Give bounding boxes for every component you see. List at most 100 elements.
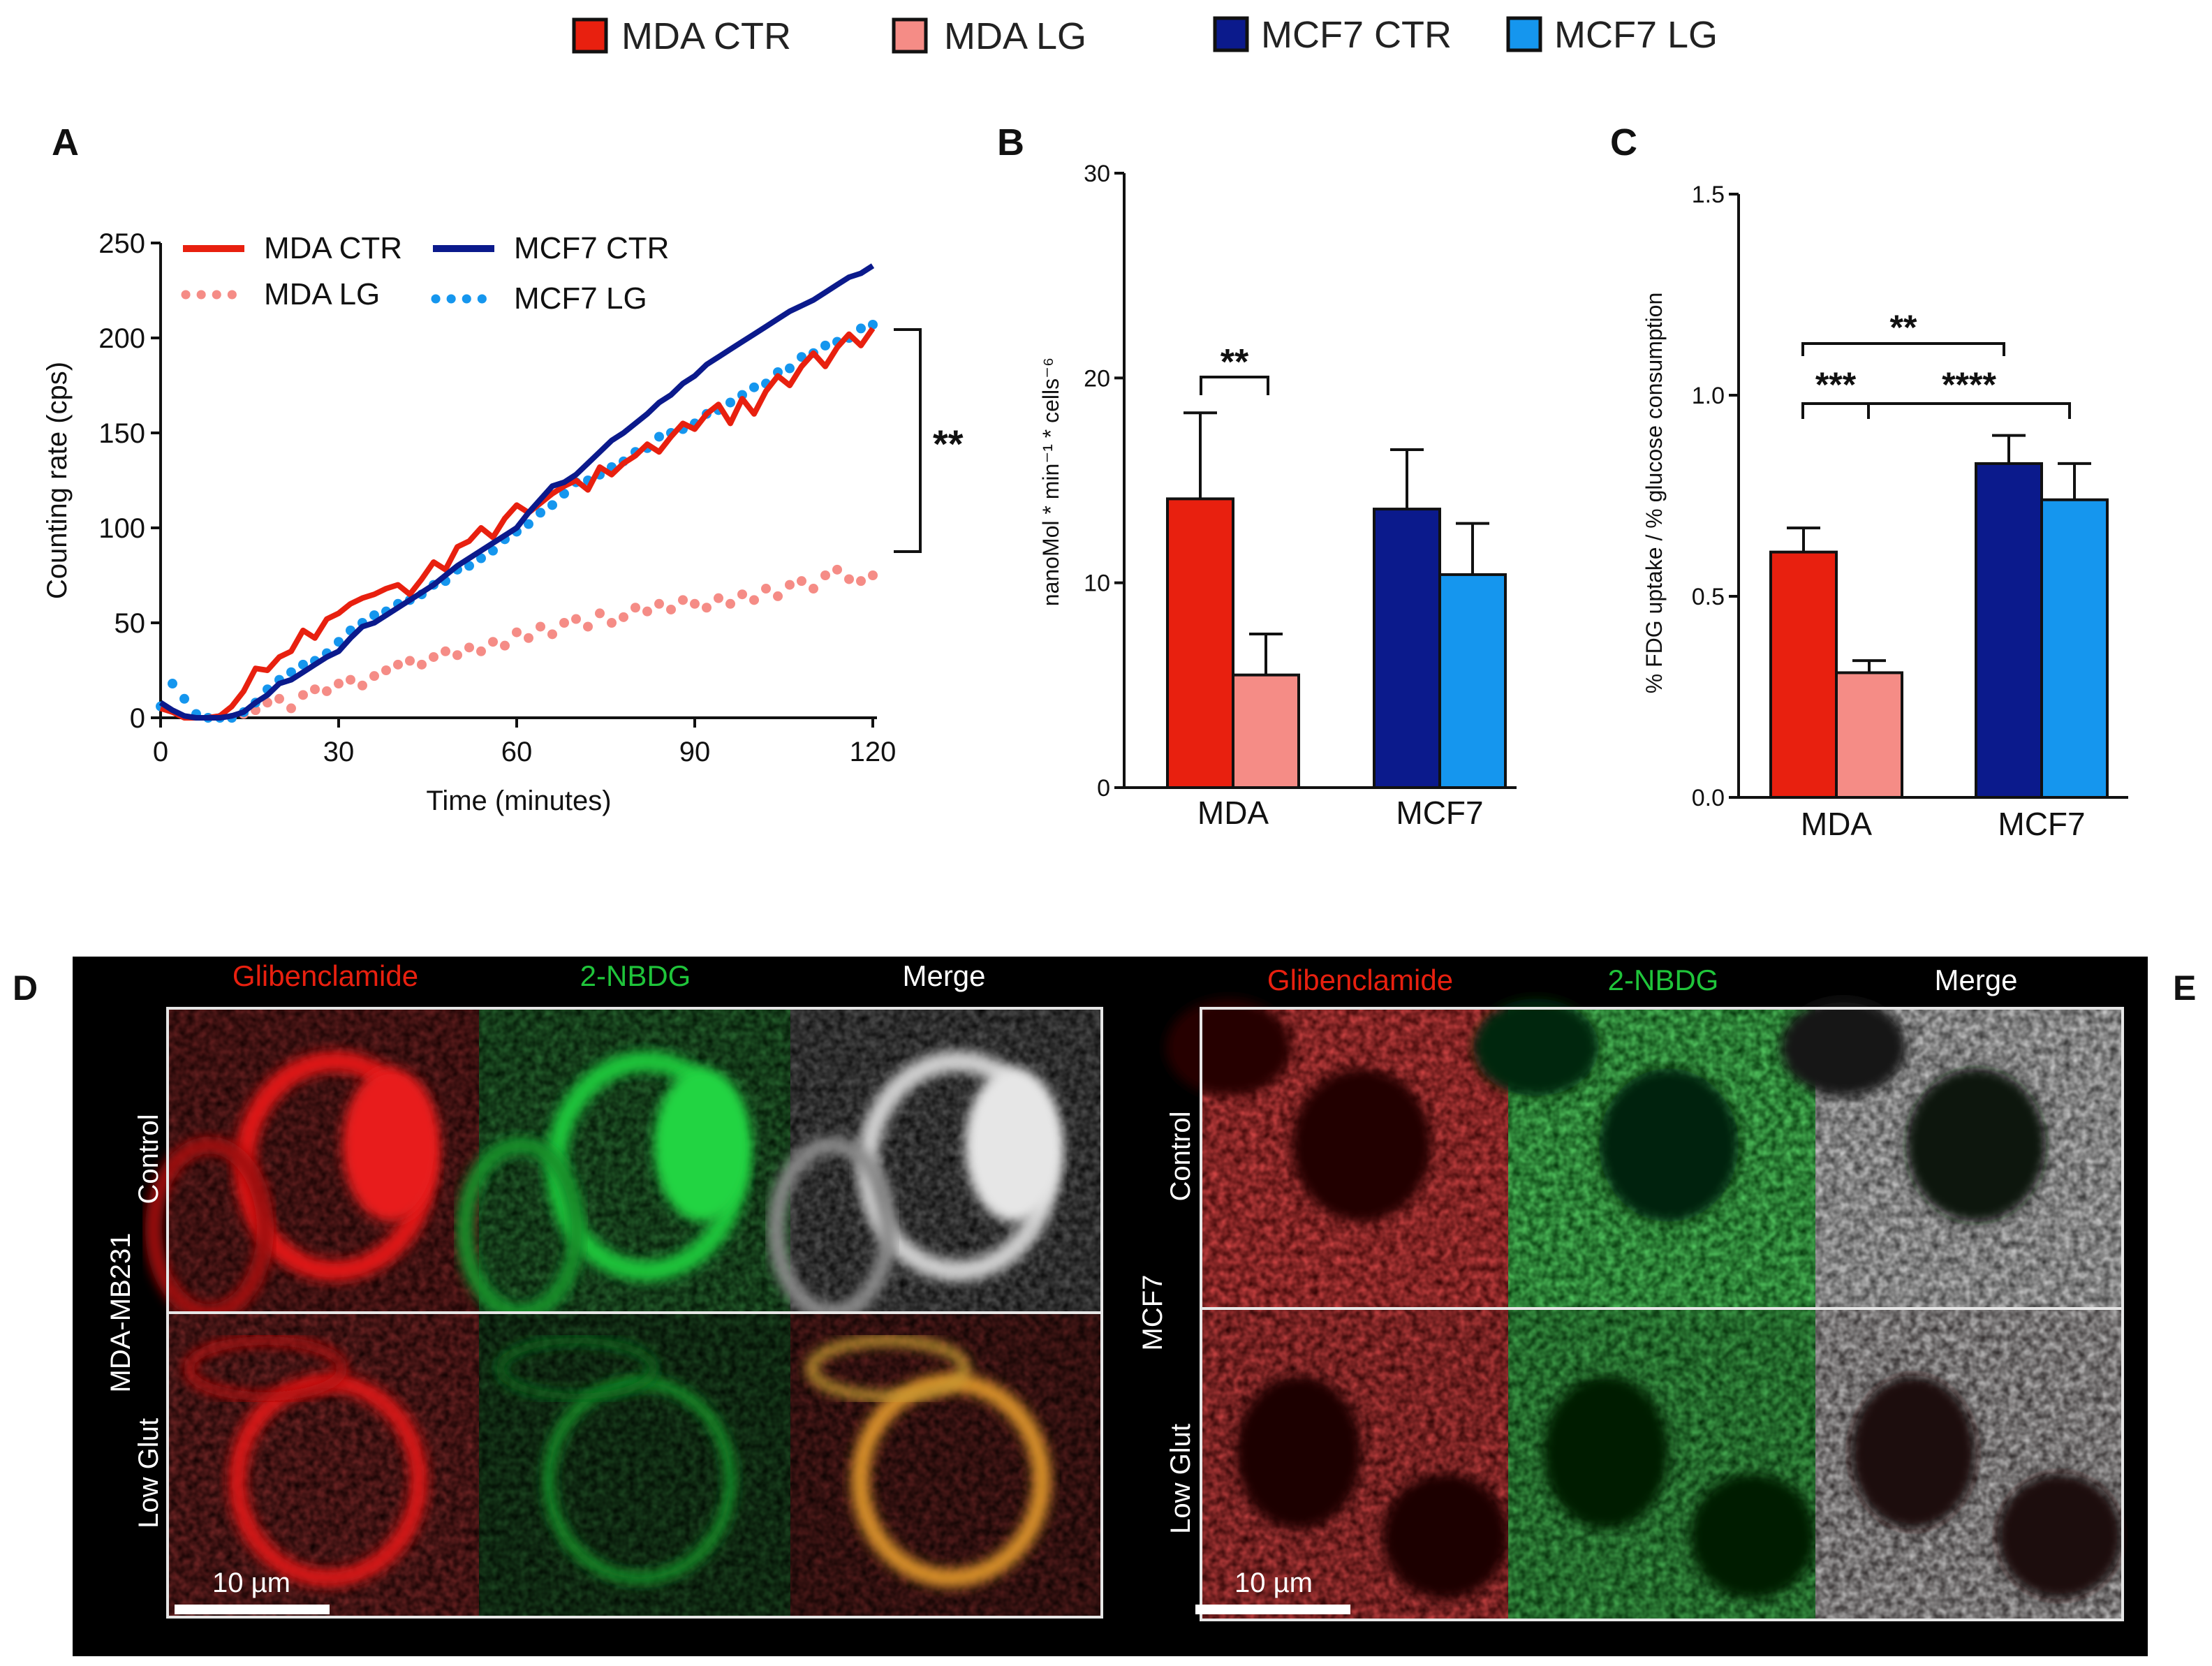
series-point-mda-lg: [678, 595, 688, 605]
scale-bar-label-left: 10 µm: [212, 1568, 290, 1598]
series-point-mda-lg: [690, 598, 700, 609]
panel-c: C 0.0 0.5 1.0 1.5 % FDG uptake / % glucose …: [1610, 121, 2128, 842]
y-tick-label-b: 0: [1097, 775, 1110, 802]
tile-left-control-green: [457, 1008, 790, 1321]
series-point-mda-lg: [714, 593, 723, 603]
series-point-mda-lg: [631, 603, 640, 613]
series-point-mda-lg: [619, 612, 628, 622]
series-point-mcf7-lg: [559, 489, 569, 499]
series-point-mcf7-lg: [797, 352, 806, 362]
legend-a: MDA CTR MCF7 CTR MDA LG MCF7 LG: [181, 231, 669, 316]
series-point-mda-lg: [654, 598, 664, 609]
y-axis-label-a: Counting rate (cps): [42, 362, 73, 599]
column-header-left-glibenclamide: Glibenclamide: [233, 959, 418, 992]
series-point-mda-lg: [512, 627, 522, 637]
series-point-mda-lg: [369, 671, 379, 681]
tile-right-control-green: [1473, 998, 1815, 1309]
series-point-mda-lg: [820, 570, 830, 580]
scale-bar-left: [175, 1605, 330, 1614]
series-point-mcf7-lg: [179, 693, 189, 704]
series-point-mcf7-lg: [488, 545, 498, 556]
bar-c-mcf7-lg: [2040, 498, 2109, 799]
x-tick-label-a: 30: [323, 737, 355, 767]
series-point-mda-lg: [357, 680, 367, 691]
series-point-mda-lg: [868, 570, 878, 580]
series-point-mcf7-lg: [298, 659, 308, 670]
legend-a-label-mda-ctr: MDA CTR: [264, 231, 402, 265]
y-tick-label-a: 250: [98, 228, 145, 259]
series-point-mda-lg: [500, 640, 510, 651]
tile-left-lowglut-green: [479, 1313, 790, 1617]
series-point-mda-lg: [773, 591, 783, 601]
series-point-mda-lg: [809, 584, 818, 594]
series-line-mcf7-ctr: [158, 263, 875, 721]
bar-c-mda-ctr: [1769, 550, 1838, 799]
panel-letter-c: C: [1610, 121, 1637, 163]
series-point-mda-lg: [263, 698, 272, 708]
y-tick-label-a: 0: [130, 703, 145, 734]
series-point-mda-lg: [274, 693, 284, 704]
series-point-mda-lg: [334, 679, 344, 689]
series-point-mcf7-lg: [476, 553, 486, 563]
y-tick-label-b: 30: [1084, 161, 1110, 187]
tile-right-lowglut-merge: [1815, 1309, 2123, 1620]
y-tick-label-c: 1.0: [1692, 383, 1725, 409]
y-tick-label-c: 1.5: [1692, 182, 1725, 208]
series-point-mcf7-lg: [654, 432, 664, 442]
y-tick-label-a: 200: [98, 323, 145, 354]
tile-left-control-red: [145, 1008, 479, 1321]
series-point-mda-lg: [583, 621, 593, 632]
series-point-mda-lg: [464, 642, 474, 653]
significance-bracket-c-1: [1801, 342, 2005, 356]
series-a: [156, 263, 878, 723]
group-label-c-mcf7: MCF7: [1998, 806, 2085, 842]
legend-swatch-mcf7-ctr: [1213, 16, 1249, 52]
y-tick-label-a: 100: [98, 513, 145, 544]
bar-c-mcf7-ctr: [1975, 462, 2043, 799]
series-point-mcf7-lg: [725, 397, 735, 408]
scale-bar-right: [1195, 1605, 1350, 1614]
series-point-mda-lg: [749, 595, 759, 605]
cell-line-label-right: MCF7: [1137, 1275, 1168, 1351]
row-label-left-lowglut: Low Glut: [133, 1418, 164, 1528]
series-point-mda-lg: [346, 674, 355, 685]
significance-label-c-3: ****: [1942, 365, 1996, 404]
y-tick-label-a: 50: [115, 608, 146, 639]
tile-right-lowglut-green: [1508, 1309, 1815, 1620]
tile-right-lowglut-red: [1201, 1309, 1508, 1620]
y-tick-label-a: 150: [98, 418, 145, 449]
panel-letter-b: B: [997, 121, 1024, 163]
significance-label-b: **: [1221, 342, 1249, 383]
series-point-mcf7-lg: [334, 637, 344, 647]
row-label-right-lowglut: Low Glut: [1165, 1424, 1196, 1534]
series-point-mda-lg: [536, 621, 545, 632]
series-point-mda-lg: [666, 604, 676, 614]
microscopy-left: Glibenclamide 2-NBDG Merge: [73, 957, 1134, 1656]
column-header-right-merge: Merge: [1934, 964, 2017, 996]
y-ticks-b: 0 10 20 30: [1084, 161, 1124, 802]
series-point-mda-lg: [286, 703, 296, 714]
series-point-mda-lg: [441, 646, 450, 656]
y-tick-label-c: 0.5: [1692, 584, 1725, 610]
significance-bracket-c-2: [1801, 402, 1870, 419]
x-tick-label-a: 0: [153, 737, 168, 767]
column-header-left-merge: Merge: [902, 959, 985, 992]
legend-a-label-mda-lg: MDA LG: [264, 277, 380, 311]
bar-b-mda-lg: [1232, 673, 1300, 790]
tile-right-control-merge: [1780, 998, 2123, 1309]
series-point-mda-lg: [476, 646, 486, 656]
series-point-mda-lg: [429, 651, 438, 662]
bar-b-mda-ctr: [1166, 497, 1234, 790]
series-point-mcf7-lg: [536, 508, 545, 518]
column-header-left-2nbdg: 2-NBDG: [580, 959, 691, 992]
bar-c-mda-lg: [1835, 671, 1903, 799]
series-point-mda-lg: [856, 576, 866, 587]
group-label-b-mda: MDA: [1197, 795, 1269, 831]
group-label-c-mda: MDA: [1801, 806, 1873, 842]
row-label-left-control: Control: [133, 1114, 164, 1204]
series-point-mda-lg: [310, 684, 320, 695]
series-point-mcf7-lg: [749, 382, 759, 392]
tile-left-control-merge: [768, 1008, 1102, 1321]
series-point-mda-lg: [452, 650, 462, 661]
series-point-mda-lg: [393, 659, 403, 670]
